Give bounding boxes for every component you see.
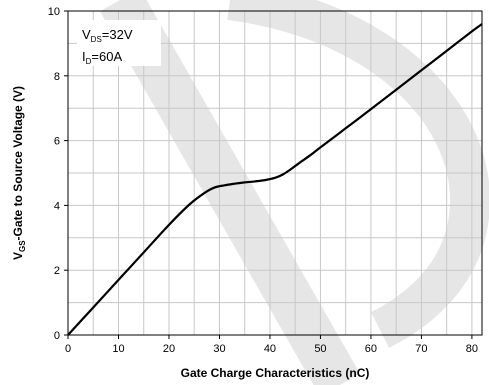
y-tick-label: 8 <box>54 71 60 83</box>
annotation-vds-rest: =32V <box>102 27 133 42</box>
x-tick-label: 50 <box>314 343 326 355</box>
annotation-box: VDS=32V ID=60A <box>77 20 161 66</box>
y-tick-label: 6 <box>54 136 60 148</box>
annotation-vds: VDS=32V <box>82 27 133 44</box>
x-tick-label: 20 <box>163 343 175 355</box>
y-tick-label: 2 <box>54 265 60 277</box>
annotation-id-main: I <box>82 49 86 64</box>
x-tick-label: 30 <box>213 343 225 355</box>
y-axis-title-sub: GS <box>18 240 27 252</box>
x-tick-label: 80 <box>466 343 478 355</box>
x-tick-label: 0 <box>65 343 71 355</box>
tick-layer: 0 10 20 30 40 50 60 70 80 0 2 4 6 8 10 <box>48 6 478 355</box>
annotation-vds-sub: DS <box>91 35 102 44</box>
y-tick-label: 10 <box>48 6 60 18</box>
plot-frame <box>67 10 483 336</box>
y-tick-label: 0 <box>54 330 60 342</box>
x-tick-label: 40 <box>264 343 276 355</box>
grid-layer <box>68 11 482 335</box>
y-axis-title-v: V <box>11 252 25 260</box>
y-axis-title: VGS-Gate to Source Voltage (V) <box>11 86 27 260</box>
gate-charge-curve <box>67 23 483 336</box>
annotation-id: ID=60A <box>82 49 122 66</box>
x-tick-label: 70 <box>415 343 427 355</box>
y-axis-title-rest: -Gate to Source Voltage (V) <box>11 86 25 240</box>
annotation-background <box>77 20 161 66</box>
y-tick-label: 4 <box>54 200 60 212</box>
x-tick-label: 10 <box>112 343 124 355</box>
annotation-vds-main: V <box>82 27 91 42</box>
annotation-id-rest: =60A <box>91 49 122 64</box>
x-tick-label: 60 <box>365 343 377 355</box>
x-axis-title: Gate Charge Characteristics (nC) <box>181 366 370 380</box>
annotation-id-sub: D <box>86 57 92 66</box>
